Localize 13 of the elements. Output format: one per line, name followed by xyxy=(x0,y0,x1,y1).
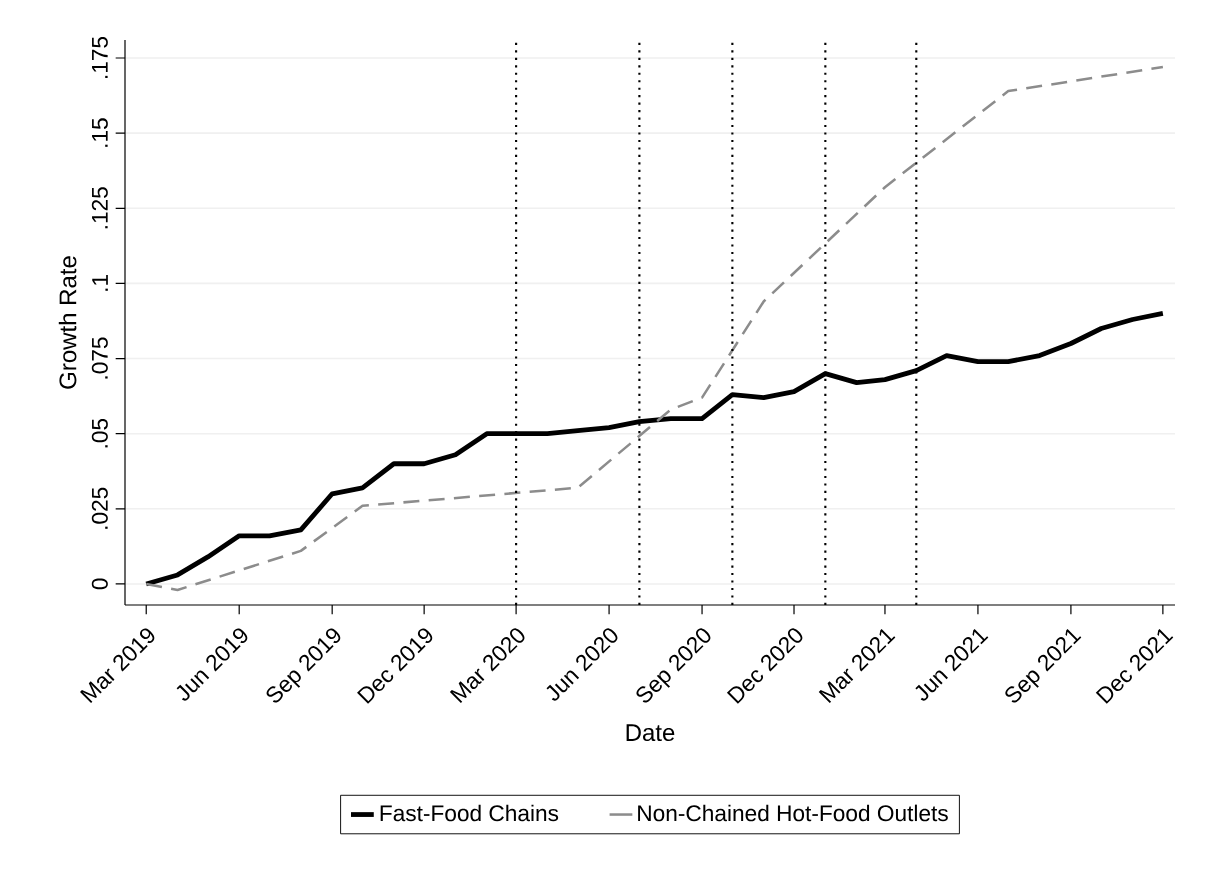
y-axis-title: Growth Rate xyxy=(58,256,77,389)
y-tick-label: 0 xyxy=(91,578,108,590)
y-tick-label: .1 xyxy=(92,275,108,291)
y-tick-label: .15 xyxy=(92,118,108,147)
x-axis-title: Date xyxy=(626,724,675,742)
y-tick-label: .075 xyxy=(91,337,108,379)
y-tick-label: .125 xyxy=(91,187,108,229)
y-tick-label: .025 xyxy=(91,487,108,529)
legend-label: Fast-Food Chains xyxy=(380,804,559,822)
y-tick-label: .175 xyxy=(92,36,108,79)
y-tick-label: .05 xyxy=(91,418,108,448)
legend-label: Non-Chained Hot-Food Outlets xyxy=(638,804,948,822)
line-series xyxy=(144,65,1165,592)
